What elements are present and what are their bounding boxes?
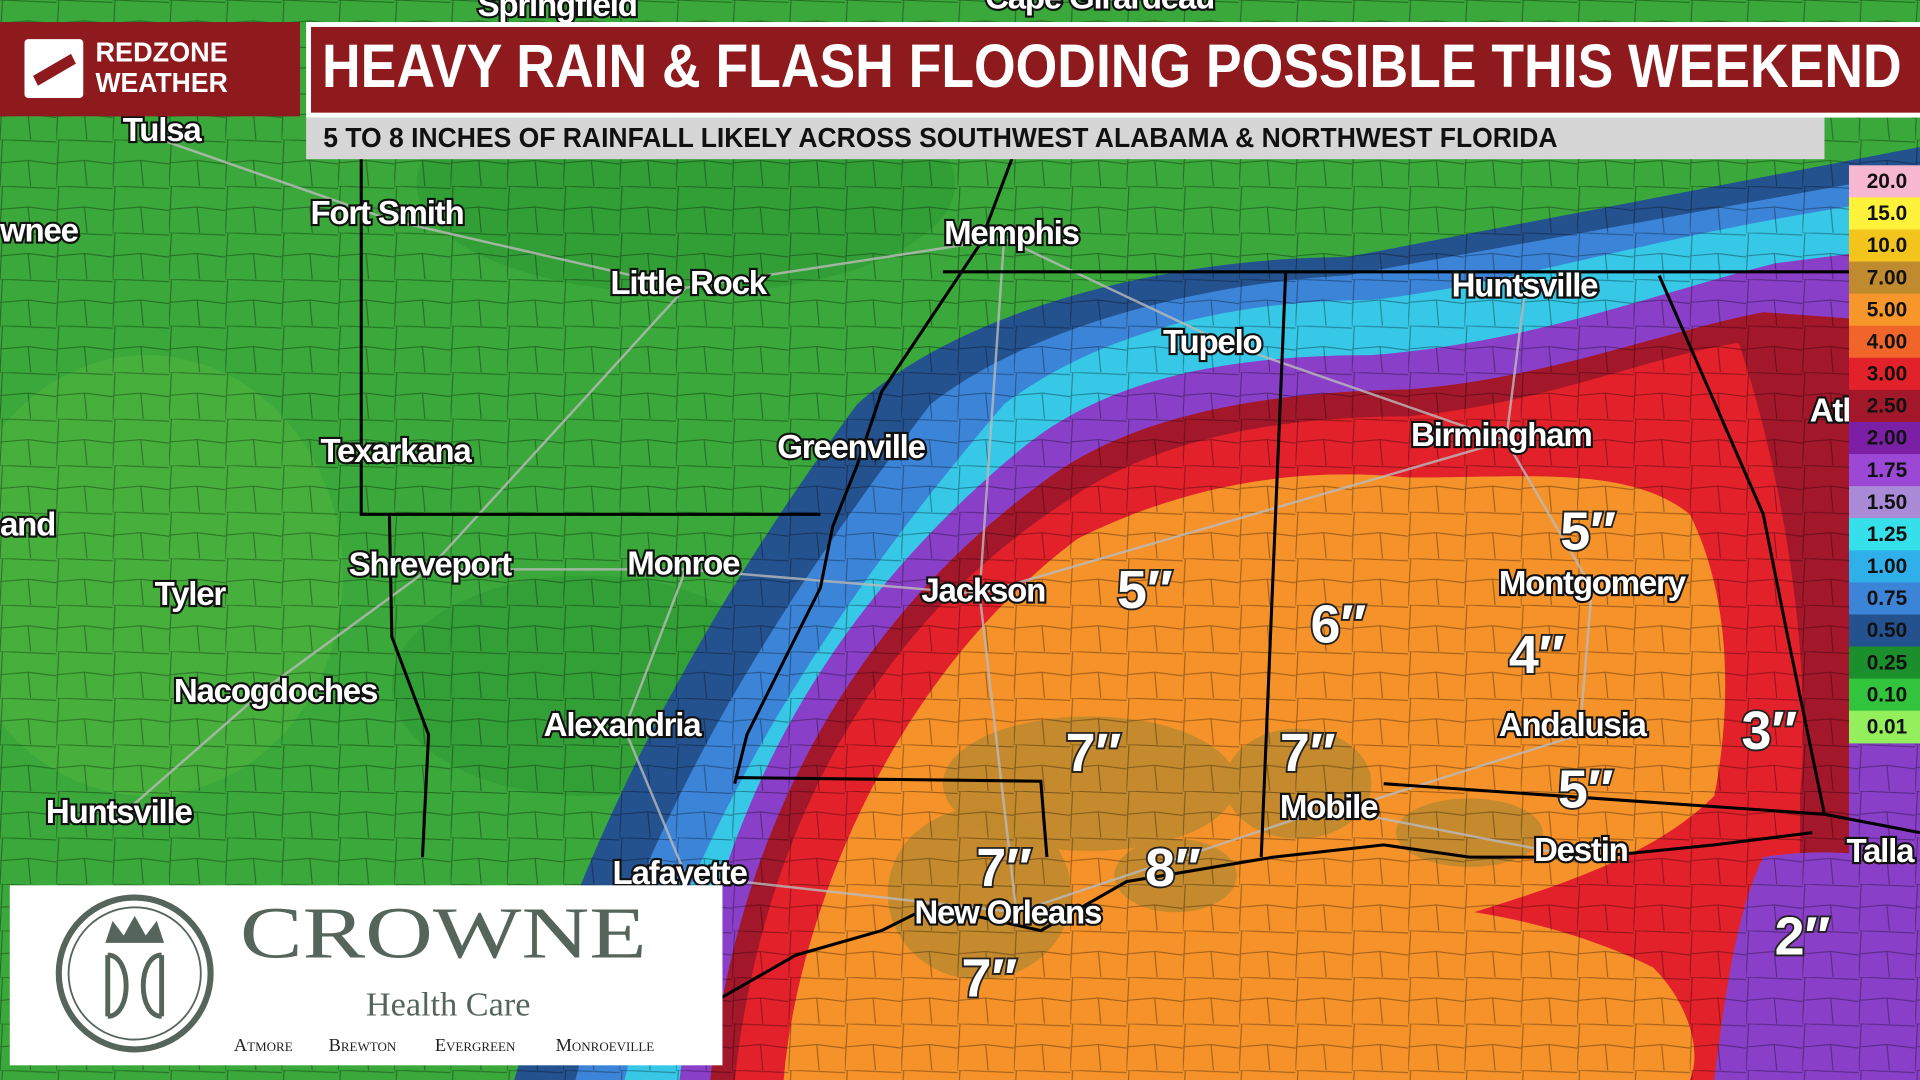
city-label: Tulsa: [123, 112, 203, 149]
rainfall-amount: 5″: [1117, 560, 1173, 620]
city-label: Destin: [1534, 832, 1628, 869]
legend-label: 0.01: [1867, 715, 1907, 738]
legend-label: 10.0: [1867, 234, 1907, 257]
city-label: Memphis: [944, 215, 1079, 252]
legend: 20.0 15.0 10.0 7.00 5.00 4.00 3.00 2.50 2.00 1.75…: [1848, 165, 1920, 744]
city-label: Jackson: [921, 572, 1045, 609]
city-label: Atl: [1810, 392, 1850, 429]
city-label: Fort Smith: [310, 195, 463, 232]
legend-swatch: [1848, 582, 1920, 616]
legend-swatch: [1848, 357, 1920, 391]
legend-label: 0.50: [1867, 619, 1907, 642]
rainfall-amount: 7″: [1280, 723, 1336, 783]
legend-swatch: [1848, 550, 1920, 583]
sponsor-location: Atmore: [234, 1035, 293, 1055]
legend-swatch: [1848, 518, 1920, 551]
city-label: Alexandria: [544, 707, 703, 744]
legend-label: 1.50: [1867, 491, 1907, 514]
rainfall-amount: 5″: [1560, 501, 1616, 561]
subheadline: 5 TO 8 INCHES OF RAINFALL LIKELY ACROSS …: [323, 122, 1557, 153]
city-label: Montgomery: [1499, 565, 1687, 602]
title-bar: [311, 26, 1920, 113]
city-label: Texarkana: [320, 433, 472, 470]
city-label: Springfield: [478, 0, 637, 24]
sponsor-location: Brewton: [329, 1035, 397, 1055]
sponsor: CROWNE Health Care Atmore Brewton Evergr…: [9, 885, 723, 1066]
legend-swatch: [1848, 165, 1920, 198]
legend-label: 0.25: [1867, 651, 1907, 674]
legend-label: 5.00: [1867, 298, 1907, 321]
legend-swatch: [1848, 325, 1920, 359]
rainfall-labels: 5″ 5″ 6″ 4″ 3″ 7″ 7″ 5″ 7″ 8″ 2″ 7″: [960, 499, 1833, 1010]
rainfall-amount: 7″: [1066, 723, 1122, 783]
rainfall-amount: 7″: [962, 948, 1018, 1008]
legend-label: 7.00: [1867, 266, 1907, 289]
rainfall-amount: 6″: [1310, 594, 1366, 654]
brand-line: REDZONE: [96, 36, 228, 67]
legend-label: 20.0: [1867, 170, 1907, 193]
legend-label: 4.00: [1867, 330, 1907, 353]
city-label: Nacogdoches: [174, 673, 378, 710]
city-label: Greenville: [777, 429, 925, 466]
city-label: wnee: [0, 212, 79, 249]
legend-label: 1.00: [1867, 555, 1907, 578]
city-label: Tyler: [155, 576, 227, 613]
legend-swatch: [1848, 678, 1920, 712]
sponsor-location: Evergreen: [435, 1035, 516, 1055]
legend-swatch: [1848, 646, 1920, 680]
legend-swatch: [1848, 229, 1920, 263]
rainfall-amount: 5″: [1558, 760, 1614, 820]
headline: HEAVY RAIN & FLASH FLOODING POSSIBLE THI…: [322, 32, 1902, 100]
rainfall-amount: 3″: [1742, 701, 1798, 761]
city-label: New Orleans: [914, 894, 1102, 931]
legend-label: 2.50: [1867, 395, 1907, 418]
legend-label: 15.0: [1867, 202, 1907, 225]
city-labels: Springfield Cape Girardeau Tulsa wnee Fort S…: [0, 0, 1918, 934]
sponsor-tagline: Health Care: [366, 986, 531, 1024]
rainfall-amount: 2″: [1775, 907, 1831, 967]
rainfall-amount: 8″: [1145, 838, 1201, 898]
legend-swatch: [1848, 454, 1920, 487]
brand-line: WEATHER: [96, 67, 228, 98]
city-label: Cape Girardeau: [985, 0, 1214, 17]
legend-label: 0.75: [1867, 587, 1907, 610]
legend-swatch: [1848, 486, 1920, 519]
sponsor-logo: [55, 894, 214, 1053]
legend-swatch: [1848, 293, 1920, 327]
legend-label: 1.75: [1867, 459, 1907, 482]
city-label: Andalusia: [1499, 707, 1648, 744]
rainfall-amount: 4″: [1509, 625, 1565, 685]
legend-label: 0.10: [1867, 683, 1907, 706]
rainfall-amount: 7″: [976, 838, 1032, 898]
legend-label: 3.00: [1867, 363, 1907, 386]
city-label: Huntsville: [46, 794, 193, 831]
legend-swatch: [1848, 421, 1920, 455]
legend-label: 1.25: [1867, 523, 1907, 546]
sponsor-location: Monroeville: [556, 1035, 655, 1055]
sponsor-name: CROWNE: [240, 892, 647, 973]
city-label: and: [0, 506, 55, 543]
city-label: Talla: [1847, 833, 1916, 870]
city-label: Tupelo: [1163, 324, 1262, 361]
city-label: Little Rock: [610, 265, 767, 302]
legend-swatch: [1848, 261, 1920, 295]
city-label: Monroe: [627, 545, 740, 582]
legend-swatch: [1848, 614, 1920, 648]
city-label: Mobile: [1280, 789, 1378, 826]
city-label: Birmingham: [1411, 417, 1592, 454]
city-label: Huntsville: [1452, 267, 1599, 304]
legend-swatch: [1848, 197, 1920, 231]
subtitle-bar: [306, 117, 1825, 160]
legend-swatch: [1848, 710, 1920, 744]
legend-swatch: [1848, 389, 1920, 423]
header: REDZONE WEATHER HEAVY RAIN & FLASH FLOOD…: [0, 22, 1920, 160]
city-label: Shreveport: [349, 547, 512, 584]
legend-label: 2.00: [1867, 427, 1907, 450]
